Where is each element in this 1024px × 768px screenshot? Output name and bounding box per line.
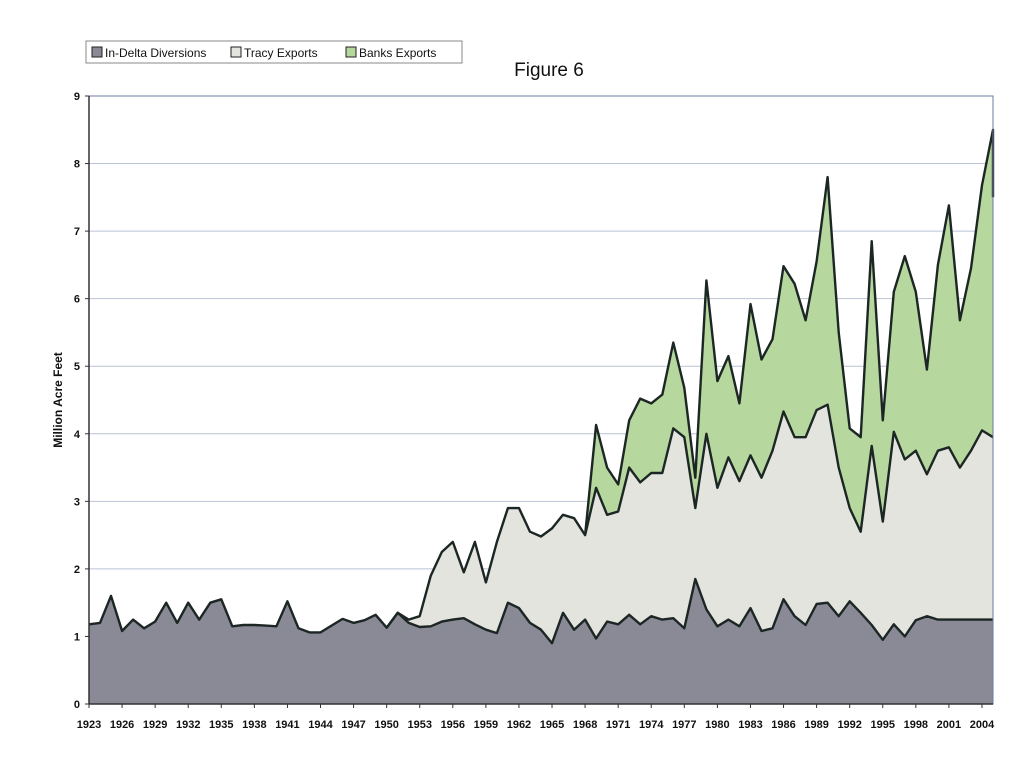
x-tick-label: 1932: [176, 719, 200, 731]
x-tick-label: 1977: [672, 719, 696, 731]
legend: In-Delta Diversions Tracy Exports Banks …: [85, 40, 463, 64]
x-tick-label: 1992: [837, 719, 861, 731]
legend-swatch-tracy: [230, 46, 242, 58]
x-tick-label: 1941: [275, 719, 299, 731]
x-tick-label: 1950: [374, 719, 398, 731]
x-tick-label: 2001: [937, 719, 961, 731]
legend-box: [85, 40, 463, 64]
x-tick-label: 1953: [407, 719, 431, 731]
x-tick-label: 1980: [705, 719, 729, 731]
y-tick-label: 5: [74, 361, 80, 373]
x-tick-label: 1959: [474, 719, 498, 731]
line-tracy-exports: [385, 403, 994, 629]
x-tick-labels: 1923 1926 1929 1932 1935 1938 1941 1944 1947 1950…: [77, 704, 995, 731]
x-tick-label: 1974: [639, 719, 664, 731]
legend-label-in-delta: In-Delta Diversions: [105, 46, 206, 60]
chart-title: Figure 6: [514, 60, 584, 81]
y-tick-label: 8: [74, 159, 80, 171]
x-tick-label: 1989: [804, 719, 828, 731]
x-tick-label: 1926: [110, 719, 134, 731]
x-tick-label: 1986: [771, 719, 795, 731]
legend-swatch-banks: [345, 46, 357, 58]
y-tick-label: 7: [74, 226, 80, 238]
x-tick-label: 2004: [970, 719, 995, 731]
y-axis-label: Million Acre Feet: [51, 352, 65, 448]
x-tick-label: 1968: [573, 719, 597, 731]
y-tick-label: 0: [74, 699, 80, 711]
y-tick-label: 4: [74, 429, 81, 441]
legend-swatch-in-delta: [91, 46, 103, 58]
x-tick-label: 1923: [77, 719, 101, 731]
x-tick-label: 1935: [209, 719, 233, 731]
plot-areas: [88, 128, 995, 705]
axes: [88, 95, 994, 705]
x-tick-label: 1929: [143, 719, 167, 731]
x-tick-label: 1947: [341, 719, 365, 731]
x-tick-label: 1962: [507, 719, 531, 731]
y-tick-label: 3: [74, 496, 80, 508]
y-tick-label: 9: [74, 91, 80, 103]
x-tick-label: 1995: [871, 719, 895, 731]
line-in-delta-diversions: [88, 577, 993, 645]
y-tick-label: 6: [74, 294, 80, 306]
y-tick-label: 2: [74, 564, 80, 576]
x-tick-label: 1971: [606, 719, 630, 731]
y-tick-labels: 0 1 2 3 4 5 6 7 8 9: [74, 91, 89, 711]
x-tick-label: 1956: [441, 719, 465, 731]
legend-label-banks: Banks Exports: [359, 46, 436, 60]
x-tick-label: 1983: [738, 719, 762, 731]
line-banks-exports: [583, 128, 995, 536]
x-tick-label: 1998: [904, 719, 928, 731]
x-tick-label: 1965: [540, 719, 564, 731]
y-tick-label: 1: [74, 631, 80, 643]
x-tick-label: 1938: [242, 719, 266, 731]
legend-label-tracy: Tracy Exports: [244, 46, 318, 60]
area-in-delta-diversions: [89, 579, 993, 704]
x-tick-label: 1944: [308, 719, 333, 731]
